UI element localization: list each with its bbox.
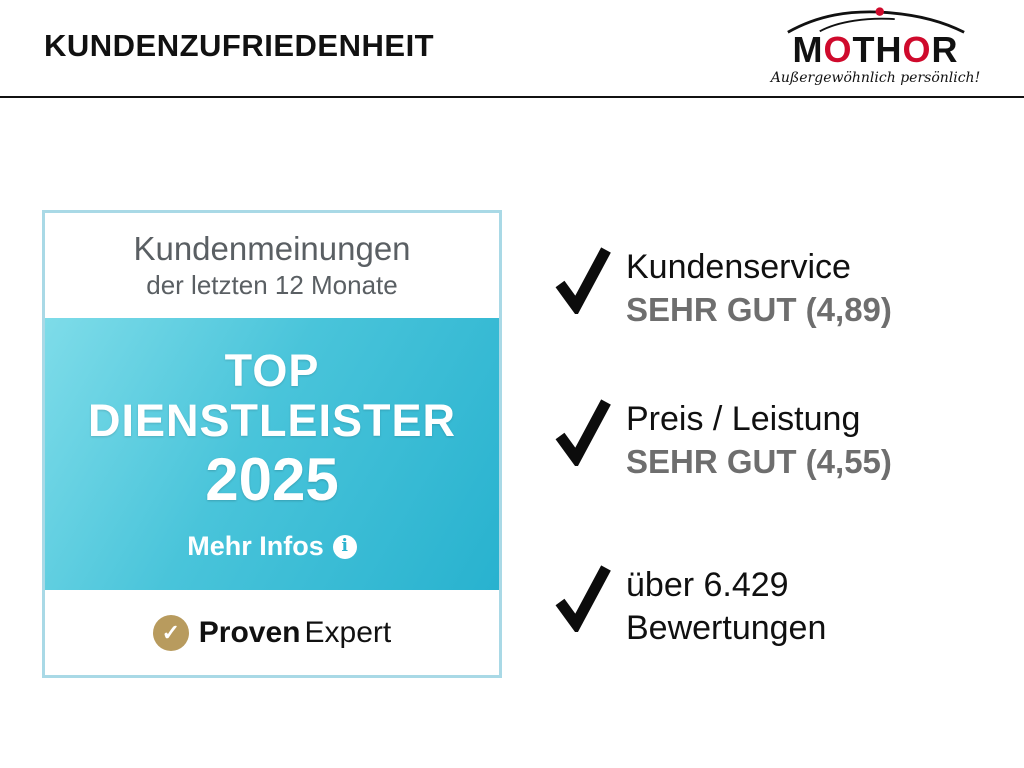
- logo-letter: M: [792, 29, 824, 70]
- driver-head-dot: [875, 7, 884, 16]
- check-text: Kundenservice SEHR GUT (4,89): [626, 246, 892, 330]
- provenexpert-wordmark: Proven Expert: [199, 616, 391, 650]
- check-line1: Kundenservice: [626, 248, 851, 286]
- list-item: Preis / Leistung SEHR GUT (4,55): [552, 392, 892, 482]
- logo-tagline: Außergewöhnlich persönlich!: [770, 70, 981, 86]
- check-line2: Bewertungen: [626, 608, 827, 647]
- badge-footer: ✓ Proven Expert: [45, 590, 499, 675]
- logo-letter: R: [931, 29, 959, 70]
- provenexpert-wordmark-regular: Expert: [304, 615, 392, 649]
- badge-award-panel: TOP DIENSTLEISTER 2025 Mehr Infos i: [45, 318, 499, 590]
- logo-letter: O: [823, 29, 853, 70]
- list-item: über 6.429 Bewertungen: [552, 558, 826, 649]
- more-info-label: Mehr Infos: [187, 531, 324, 561]
- logo-letter: T: [852, 29, 876, 70]
- check-line2: SEHR GUT (4,89): [626, 290, 892, 328]
- header-divider: [0, 96, 1024, 98]
- badge-header-line2: der letzten 12 Monate: [146, 270, 398, 300]
- logo-wordmark: MOTHOR: [768, 32, 983, 68]
- provenexpert-badge: Kundenmeinungen der letzten 12 Monate TO…: [42, 210, 502, 678]
- award-dienstleister-label: DIENSTLEISTER: [87, 394, 457, 446]
- provenexpert-wordmark-bold: Proven: [198, 615, 301, 649]
- logo-letter: H: [875, 29, 903, 70]
- badge-header-line1: Kundenmeinungen: [133, 230, 411, 267]
- check-line1: über 6.429: [626, 566, 789, 604]
- list-item: Kundenservice SEHR GUT (4,89): [552, 240, 892, 330]
- logo-letter: O: [902, 29, 932, 70]
- badge-header: Kundenmeinungen der letzten 12 Monate: [45, 213, 499, 318]
- checkmark-icon: [555, 399, 611, 466]
- provenexpert-check-icon: ✓: [152, 614, 189, 651]
- award-top-label: TOP: [224, 345, 320, 396]
- mothor-logo: MOTHOR Außergewöhnlich persönlich!: [768, 6, 983, 86]
- info-icon: i: [332, 534, 357, 559]
- check-line2: SEHR GUT (4,55): [626, 442, 892, 480]
- page-title: KUNDENZUFRIEDENHEIT: [44, 28, 435, 63]
- checkmark-icon: [555, 247, 611, 314]
- check-text: über 6.429 Bewertungen: [626, 564, 826, 649]
- award-year: 2025: [205, 446, 339, 513]
- check-text: Preis / Leistung SEHR GUT (4,55): [626, 398, 892, 482]
- check-line1: Preis / Leistung: [626, 400, 861, 438]
- more-info-button[interactable]: Mehr Infos i: [187, 531, 357, 562]
- checkmark-icon: [555, 565, 611, 632]
- car-silhouette-icon: [786, 7, 965, 34]
